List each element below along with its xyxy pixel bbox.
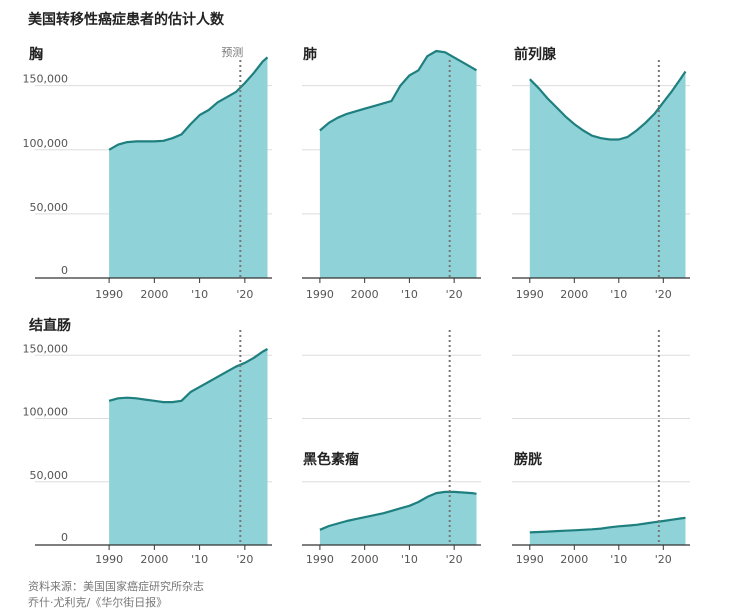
x-tick-label-5-2: '10: [610, 553, 627, 566]
area-series-5: [529, 517, 686, 545]
area-series-0: [109, 57, 268, 279]
series-line-0: [108, 56, 269, 151]
x-tick-label-2-2: '10: [610, 288, 627, 301]
x-tick-label-5-0: 1990: [516, 553, 544, 566]
x-tick-label-2-0: 1990: [516, 288, 544, 301]
x-tick-label-1-2: '10: [401, 288, 418, 301]
area-series-4: [319, 491, 477, 545]
x-tick-label-0-1: 2000: [140, 288, 168, 301]
y-tick-label-0-2: 100,000: [23, 137, 69, 150]
forecast-label: 预测: [221, 46, 243, 59]
y-tick-label-3-0: 0: [61, 531, 68, 544]
x-tick-label-4-1: 2000: [351, 553, 379, 566]
series-line-4: [319, 490, 477, 531]
x-tick-label-5-1: 2000: [560, 553, 588, 566]
series-line-1: [319, 49, 478, 132]
x-tick-label-3-3: '20: [236, 553, 253, 566]
x-tick-label-3-0: 1990: [95, 553, 123, 566]
x-tick-label-1-3: '20: [446, 288, 463, 301]
x-tick-label-5-3: '20: [655, 553, 672, 566]
x-tick-label-2-3: '20: [655, 288, 672, 301]
y-tick-label-3-1: 50,000: [30, 469, 69, 482]
series-line-2: [529, 70, 687, 141]
y-tick-label-0-3: 150,000: [23, 73, 69, 86]
x-tick-label-0-3: '20: [236, 288, 253, 301]
x-tick-label-1-1: 2000: [351, 288, 379, 301]
x-tick-label-3-2: '10: [191, 553, 208, 566]
y-tick-label-3-3: 150,000: [23, 342, 69, 355]
chart-title: 美国转移性癌症患者的估计人数: [28, 12, 224, 28]
x-tick-label-4-0: 1990: [306, 553, 334, 566]
x-tick-label-0-2: '10: [191, 288, 208, 301]
x-tick-label-0-0: 1990: [95, 288, 123, 301]
panel-title-lung: 肺: [303, 47, 317, 63]
area-series-3: [109, 349, 268, 545]
x-tick-label-1-0: 1990: [306, 288, 334, 301]
panel-title-bladder: 膀胱: [514, 452, 542, 468]
series-line-3: [108, 348, 269, 404]
y-tick-label-0-0: 0: [61, 264, 68, 277]
area-series-1: [319, 51, 477, 278]
credit-note: 乔什·尤利克/《华尔街日报》: [28, 596, 168, 609]
series-line-5: [529, 516, 686, 534]
y-tick-label-0-1: 50,000: [30, 201, 69, 214]
panel-title-prostate: 前列腺: [514, 47, 556, 63]
panel-title-colorectal: 结直肠: [29, 318, 71, 334]
x-tick-label-4-3: '20: [446, 553, 463, 566]
source-note: 资料来源：美国国家癌症研究所杂志: [28, 580, 204, 593]
x-tick-label-3-1: 2000: [140, 553, 168, 566]
x-tick-label-4-2: '10: [401, 553, 418, 566]
y-tick-label-3-2: 100,000: [23, 406, 69, 419]
x-tick-label-2-1: 2000: [560, 288, 588, 301]
panel-title-melanoma: 黑色素瘤: [303, 452, 359, 468]
panel-title-breast: 胸: [29, 47, 43, 63]
